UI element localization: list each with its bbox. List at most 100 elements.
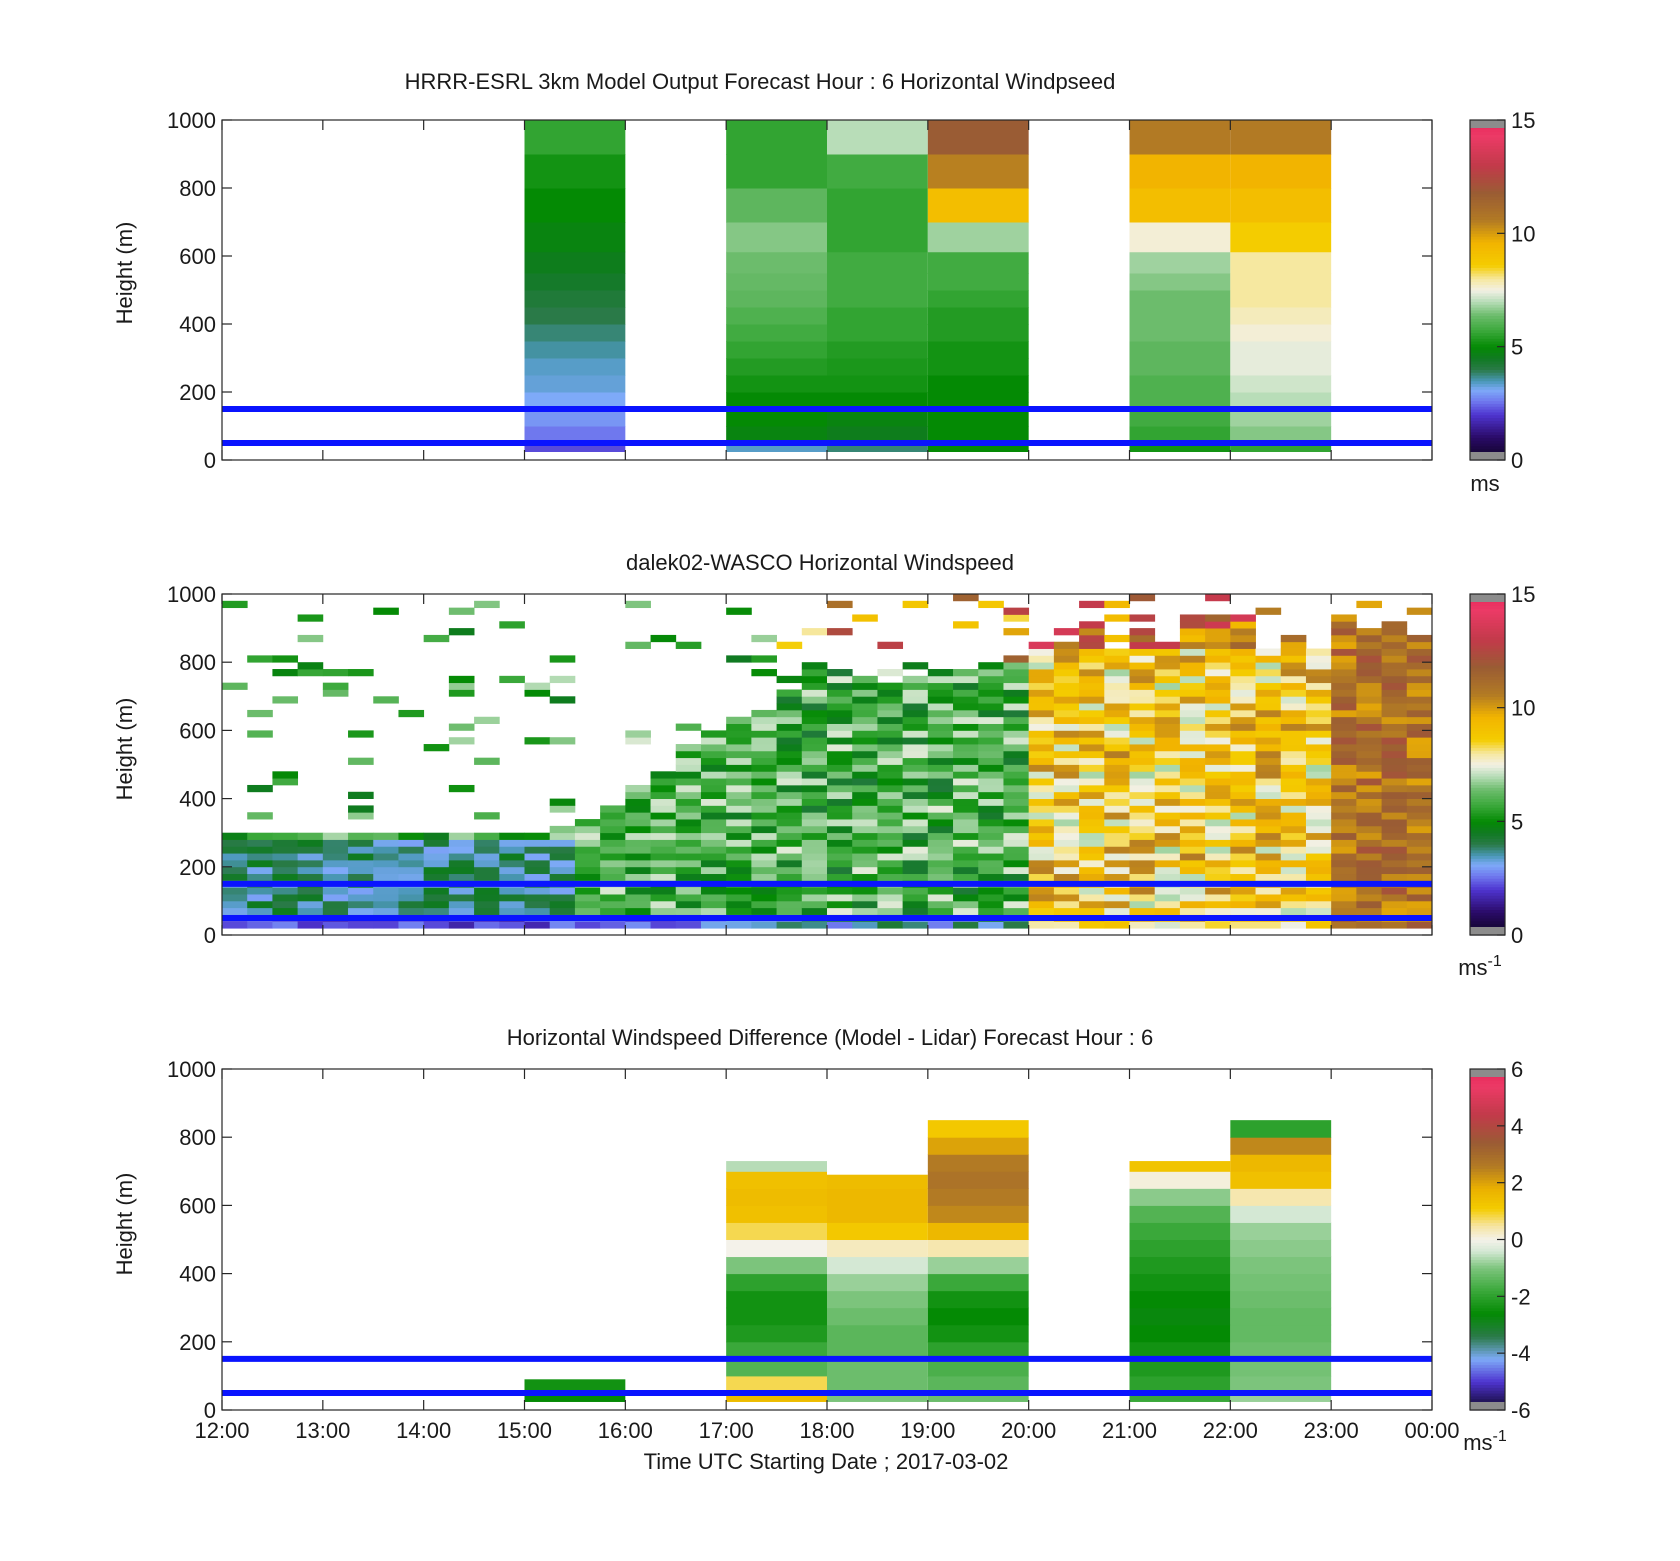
colorbar-segment (1470, 744, 1505, 749)
heatmap-cell (1003, 839, 1030, 847)
heatmap-cell (1305, 805, 1332, 813)
heatmap-cell (1079, 669, 1105, 677)
heatmap-cell (1154, 791, 1181, 799)
heatmap-cell (348, 859, 374, 868)
colorbar-segment (1470, 758, 1505, 763)
heatmap-cell (726, 1273, 827, 1292)
heatmap-cell (1230, 757, 1256, 765)
heatmap-cell (1280, 648, 1307, 656)
heatmap-cell (1280, 873, 1307, 881)
heatmap-cell (1179, 730, 1206, 738)
heatmap-cell (751, 900, 777, 909)
heatmap-cell (726, 358, 827, 376)
heatmap-cell (448, 853, 475, 861)
heatmap-cell (852, 723, 878, 731)
heatmap-cell (1280, 669, 1307, 677)
heatmap-cell (1129, 1171, 1231, 1189)
heatmap-cell (524, 324, 626, 342)
heatmap-cell (978, 723, 1004, 731)
heatmap-cell (1129, 778, 1156, 786)
heatmap-cell (1028, 907, 1055, 915)
heatmap-cell (1179, 634, 1206, 643)
heatmap-cell (1028, 791, 1055, 799)
heatmap-cell (1028, 764, 1055, 772)
heatmap-cell (1028, 894, 1055, 902)
heatmap-cell (272, 832, 299, 840)
heatmap-cell (1305, 648, 1332, 656)
heatmap-cell (1280, 866, 1307, 875)
heatmap-cell (1053, 907, 1080, 915)
heatmap-cell (549, 921, 576, 929)
colorbar-segment (1470, 886, 1505, 891)
colorbar-segment (1470, 406, 1505, 410)
heatmap-cell (1104, 839, 1130, 847)
heatmap-cell (549, 825, 576, 834)
heatmap-cell (902, 757, 929, 765)
colorbar-segment (1470, 1273, 1505, 1278)
heatmap-cell (1129, 900, 1156, 909)
heatmap-cell (1356, 832, 1382, 840)
heatmap-cell (1255, 853, 1282, 861)
heatmap-cell (978, 716, 1004, 724)
heatmap-cell (827, 757, 853, 765)
heatmap-cell (1406, 723, 1433, 731)
colorbar-segment (1470, 755, 1505, 760)
colorbar-segment (1470, 1100, 1505, 1104)
colorbar-segment (1470, 329, 1505, 334)
heatmap-cell (1230, 1222, 1332, 1240)
heatmap-cell (1154, 853, 1181, 861)
colorbar-segment (1470, 1265, 1505, 1269)
heatmap-cell (1053, 723, 1080, 731)
heatmap-cell (927, 750, 954, 759)
heatmap-cell (1331, 853, 1357, 861)
heatmap-cell (1305, 662, 1332, 670)
heatmap-cell (1079, 737, 1105, 745)
heatmap-cell (1179, 805, 1206, 813)
heatmap-cell (1381, 887, 1408, 895)
heatmap-cell (751, 846, 777, 854)
heatmap-cell (1129, 798, 1156, 806)
x-tick-label: 22:00 (1203, 1418, 1258, 1443)
heatmap-cell (927, 1137, 1029, 1155)
heatmap-cell (1028, 921, 1055, 929)
colorbar-segment (1470, 861, 1505, 865)
heatmap-cell (322, 669, 349, 677)
heatmap-cell (1053, 825, 1080, 834)
heatmap-cell (1331, 682, 1357, 690)
heatmap-cell (700, 805, 727, 813)
colorbar-segment (1470, 171, 1505, 175)
heatmap-cell (1230, 426, 1332, 441)
colorbar-segment (1470, 145, 1505, 149)
heatmap-cell (902, 805, 929, 813)
heatmap-cell (448, 859, 475, 868)
heatmap-cell (827, 846, 853, 854)
heatmap-cell (1129, 641, 1156, 649)
heatmap-cell (1230, 324, 1332, 342)
colorbar-tick-label: 5 (1511, 335, 1523, 360)
heatmap-cell (1331, 921, 1357, 929)
heatmap-cell (1381, 641, 1408, 649)
heatmap-cell (1104, 689, 1130, 697)
heatmap-cell (1129, 709, 1156, 718)
colorbar-segment (1470, 1196, 1505, 1201)
heatmap-cell (524, 832, 551, 840)
heatmap-cell (927, 1273, 1029, 1292)
heatmap-cell (1053, 853, 1080, 861)
heatmap-cell (852, 853, 878, 861)
heatmap-cell (1305, 846, 1332, 854)
y-axis-label: Height (m) (112, 1173, 137, 1276)
heatmap-cell (1079, 696, 1105, 704)
heatmap-cell (902, 839, 929, 847)
colorbar-segment (1470, 1302, 1505, 1306)
heatmap-cell (801, 716, 828, 724)
heatmap-cell (1230, 1307, 1332, 1326)
heatmap-cell (1179, 614, 1206, 622)
heatmap-cell (953, 846, 979, 854)
heatmap-cell (801, 825, 828, 834)
heatmap-cell (574, 832, 601, 840)
heatmap-cell (877, 771, 904, 779)
heatmap-cell (1154, 641, 1181, 649)
heatmap-cell (927, 737, 954, 745)
heatmap-cell (1230, 1120, 1332, 1138)
heatmap-cell (1053, 866, 1080, 875)
